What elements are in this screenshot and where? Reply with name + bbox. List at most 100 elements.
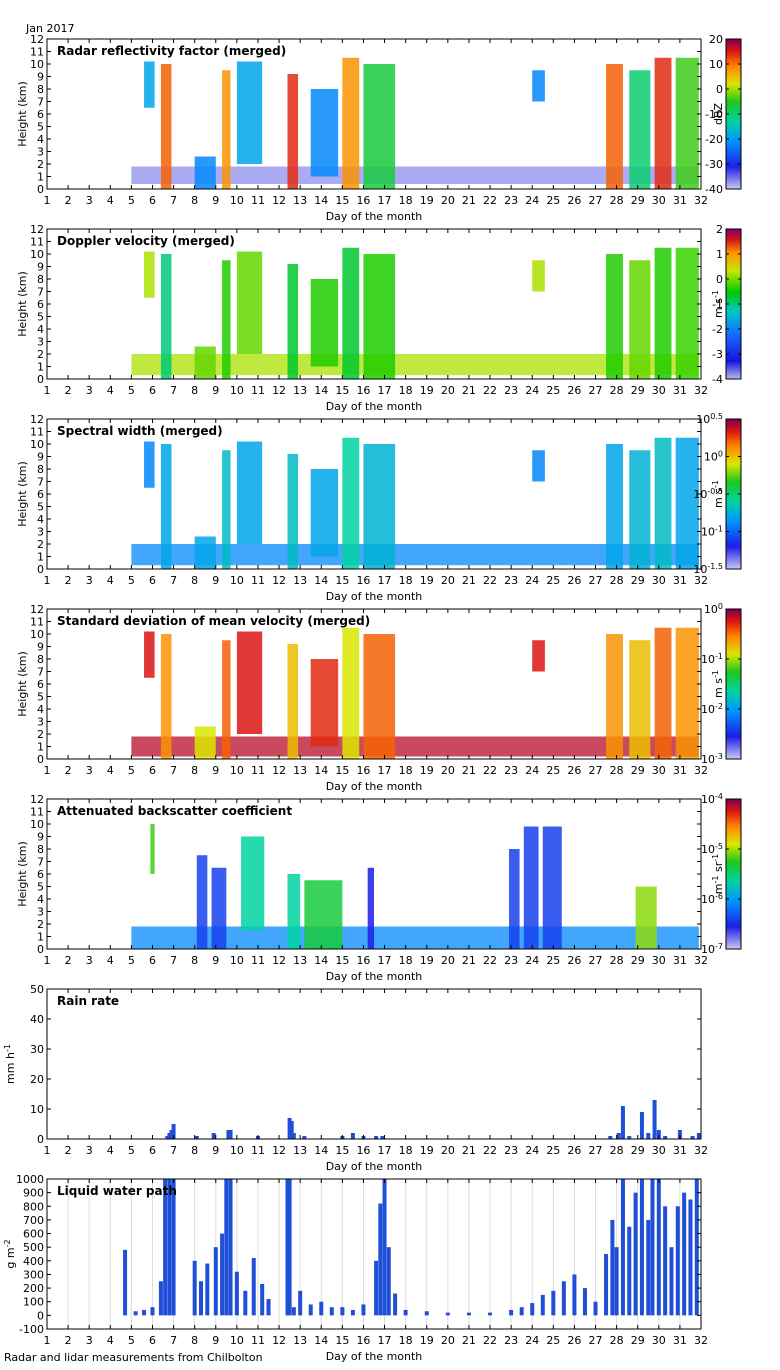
x-tick-label: 24 [525, 1334, 539, 1347]
cloud-layer-5 [236, 251, 263, 354]
y-tick-label: 8 [37, 463, 44, 476]
x-tick-label: 1 [44, 574, 51, 587]
x-axis-label: Day of the month [326, 1350, 423, 1363]
colorbar-tick-label: 10-3 [701, 752, 723, 766]
y-tick-label: 1 [37, 741, 44, 754]
x-tick-label: 17 [378, 1334, 392, 1347]
colorbar-tick-label: 20 [709, 33, 723, 46]
x-tick-label: 10 [230, 1144, 244, 1157]
bar [540, 1294, 545, 1316]
y-tick-label: 7 [37, 476, 44, 489]
x-tick-label: 26 [567, 954, 581, 967]
bar [519, 1307, 524, 1316]
bar [608, 1136, 613, 1139]
x-tick-label: 26 [567, 384, 581, 397]
x-tick-label: 2 [65, 574, 72, 587]
colorbar-label: dBZ [712, 103, 725, 126]
x-tick-label: 13 [293, 384, 307, 397]
cloud-layer-6 [287, 454, 299, 569]
x-tick-label: 14 [314, 384, 328, 397]
cloud-layer-9 [363, 64, 396, 189]
y-tick-label: 11 [30, 236, 44, 249]
cloud-layer-14 [675, 247, 699, 379]
x-tick-label: 29 [631, 384, 645, 397]
x-tick-label: 32 [694, 194, 708, 207]
colorbar-tick-label: -30 [705, 158, 723, 171]
y-tick-label: 5 [37, 501, 44, 514]
y-tick-label: 10 [30, 438, 44, 451]
bar [688, 1199, 693, 1316]
cloud-layer-8 [342, 247, 360, 379]
bar [287, 1118, 292, 1139]
x-tick-label: 3 [86, 954, 93, 967]
x-tick-label: 16 [356, 954, 370, 967]
x-tick-label: 23 [504, 954, 518, 967]
bar [620, 1179, 625, 1316]
bar [378, 1203, 383, 1316]
x-tick-label: 6 [149, 574, 156, 587]
y-tick-label: 3 [37, 146, 44, 159]
y-tick-label: 6 [37, 488, 44, 501]
x-tick-label: 27 [589, 764, 603, 777]
cloud-layer-10 [532, 260, 545, 292]
x-tick-label: 25 [546, 1334, 560, 1347]
cloud-layer-1 [144, 441, 155, 488]
x-tick-label: 17 [378, 194, 392, 207]
x-tick-label: 26 [567, 1144, 581, 1157]
x-tick-label: 26 [567, 194, 581, 207]
x-tick-label: 28 [610, 574, 624, 587]
x-tick-label: 7 [170, 954, 177, 967]
x-axis-label: Day of the month [326, 400, 423, 413]
cloud-layer-11 [606, 64, 623, 189]
colorbar-tick-label: 10-1 [701, 652, 723, 666]
y-tick-label: 3 [37, 906, 44, 919]
x-tick-label: 14 [314, 954, 328, 967]
bar [298, 1290, 303, 1316]
bar [228, 1130, 233, 1139]
x-tick-label: 24 [525, 954, 539, 967]
y-tick-label: 12 [30, 413, 44, 426]
bar [308, 1304, 313, 1316]
bar [403, 1309, 408, 1316]
cloud-layer-2 [160, 444, 172, 569]
panel-title: Radar reflectivity factor (merged) [57, 44, 286, 58]
x-tick-label: 23 [504, 1334, 518, 1347]
x-tick-label: 18 [399, 1144, 413, 1157]
x-tick-label: 1 [44, 384, 51, 397]
x-tick-label: 9 [212, 1334, 219, 1347]
bar [220, 1233, 225, 1316]
cloud-layer-7 [310, 659, 339, 747]
x-tick-label: 30 [652, 574, 666, 587]
x-tick-label: 4 [107, 764, 114, 777]
x-tick-label: 20 [441, 954, 455, 967]
x-tick-label: 20 [441, 194, 455, 207]
x-tick-label: 9 [212, 1144, 219, 1157]
y-axis-label: Height (km) [16, 841, 29, 907]
x-tick-label: 28 [610, 194, 624, 207]
y-tick-label: 4 [37, 133, 44, 146]
y-tick-label: 7 [37, 96, 44, 109]
bar [228, 1179, 233, 1316]
y-axis-label: Height (km) [16, 81, 29, 147]
cloud-layer-1 [144, 251, 155, 298]
bar [582, 1288, 587, 1316]
x-tick-label: 22 [483, 194, 497, 207]
cloud-layer-1 [144, 631, 155, 678]
y-tick-label: 0 [37, 943, 44, 956]
y-tick-label: 10 [30, 818, 44, 831]
x-tick-label: 3 [86, 1144, 93, 1157]
x-tick-label: 25 [546, 764, 560, 777]
y-tick-label: 2 [37, 728, 44, 741]
x-tick-label: 28 [610, 1144, 624, 1157]
x-tick-label: 28 [610, 764, 624, 777]
y-tick-label: 6 [37, 298, 44, 311]
colorbar-tick-label: -2 [712, 323, 723, 336]
cloud-layer-5 [287, 874, 301, 949]
x-tick-label: 27 [589, 1334, 603, 1347]
y-tick-label: 10 [30, 628, 44, 641]
panel-3: Spectral width (merged)1 2 3 4 5 6 7 8 9 10 11 12 13… [16, 412, 742, 603]
bar [205, 1263, 210, 1316]
x-tick-label: 6 [149, 764, 156, 777]
